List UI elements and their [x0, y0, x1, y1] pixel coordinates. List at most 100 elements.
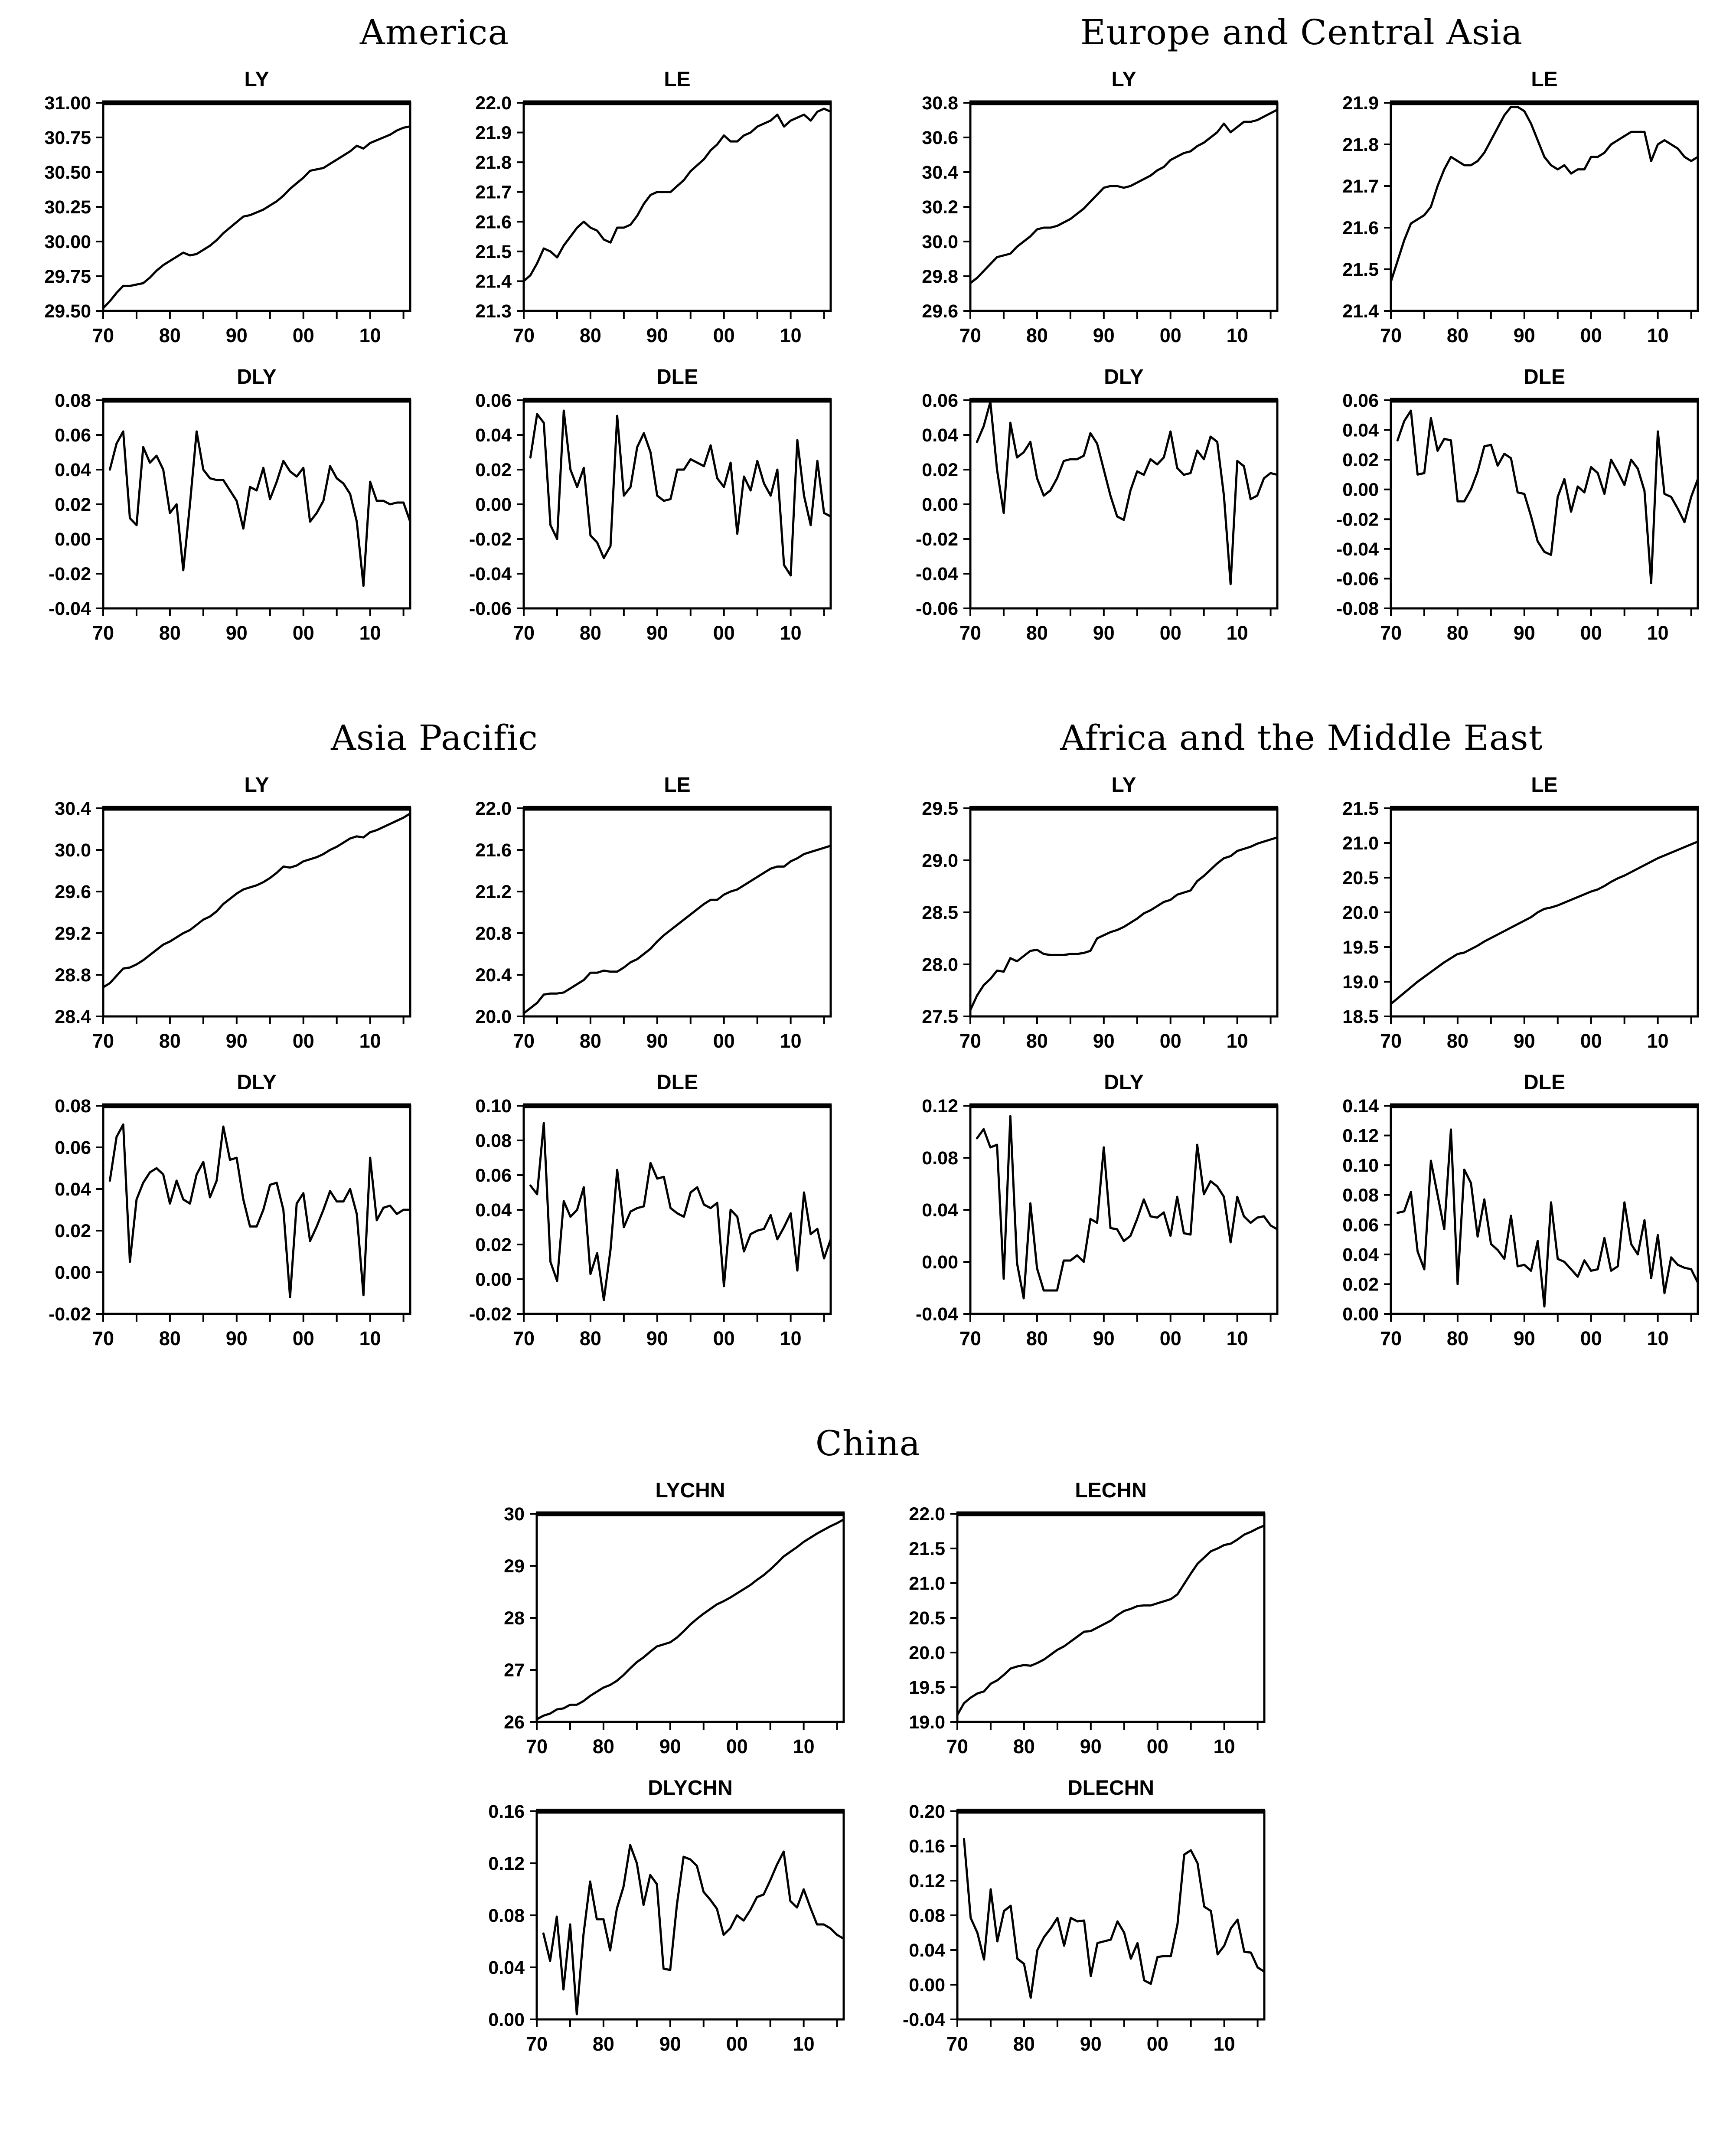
x-tick-label: 00 — [1580, 1030, 1602, 1052]
x-tick-label: 90 — [646, 622, 668, 644]
series-line-lechn — [956, 1524, 1266, 1716]
x-tick-label: 70 — [1380, 622, 1402, 644]
y-tick-label: 21.5 — [1342, 259, 1379, 280]
x-tick-label: 80 — [159, 1327, 181, 1349]
y-tick-label: 21.5 — [909, 1539, 945, 1559]
panel-chart-dle: DLE -0.06 -0.04 -0.02 0.00 0.02 0.04 0.06 70 80 90… — [469, 366, 832, 644]
y-tick-label: 0.12 — [1342, 1126, 1379, 1147]
x-tick-label: 10 — [1214, 1735, 1235, 1757]
x-tick-label: 70 — [513, 622, 535, 644]
x-tick-label: 10 — [1227, 1327, 1248, 1349]
y-tick-label: -0.02 — [49, 564, 91, 585]
y-tick-label: 0.00 — [909, 1975, 945, 1996]
y-tick-label: 0.12 — [488, 1853, 525, 1874]
panel-ly: LY 29.50 29.75 30.00 30.25 30.50 30.75 31.00 70 8… — [27, 65, 421, 351]
y-tick-label: 0.00 — [55, 529, 91, 550]
group-title: Asia Pacific — [331, 718, 538, 758]
y-tick-label: 22.0 — [909, 1504, 945, 1525]
x-tick-label: 90 — [1093, 1030, 1115, 1052]
group-panels: LY 29.50 29.75 30.00 30.25 30.50 30.75 31.00 70 8… — [27, 65, 842, 648]
x-tick-label: 90 — [1093, 1327, 1115, 1349]
panel-le: LE 20.0 20.4 20.8 21.2 21.6 22.0 70 80 90 00 10 — [447, 770, 842, 1056]
panel-title: LY — [245, 68, 269, 91]
panel-chart-dlychn: DLYCHN 0.00 0.04 0.08 0.12 0.16 70 80 90 00 10 — [488, 1777, 845, 2055]
panel-chart-le: LE 21.3 21.4 21.5 21.6 21.7 21.8 21.9 22.0 70 80 90… — [475, 68, 832, 346]
x-tick-label: 80 — [593, 1735, 614, 1757]
panel-chart-dle: DLE 0.00 0.02 0.04 0.06 0.08 0.10 0.12 0.14 70 80 9… — [1342, 1071, 1699, 1349]
y-tick-label: 21.9 — [1342, 93, 1379, 114]
y-tick-label: -0.06 — [1336, 568, 1379, 589]
x-tick-label: 80 — [1026, 622, 1048, 644]
y-tick-label: 30.25 — [44, 197, 91, 218]
y-tick-label: -0.02 — [916, 529, 958, 550]
y-tick-label: 21.3 — [475, 301, 512, 322]
plot-frame — [956, 1512, 1266, 1723]
group-panels: LYCHN 26 27 28 29 30 70 80 90 00 10 LECHN 19.0 19.5 20… — [460, 1476, 1276, 2059]
x-tick-label: 90 — [646, 1030, 668, 1052]
panel-title: DLYCHN — [648, 1777, 733, 1800]
plot-frame — [969, 807, 1279, 1018]
y-tick-label: -0.08 — [1336, 598, 1379, 619]
y-tick-label: -0.04 — [1336, 539, 1379, 560]
x-tick-label: 70 — [92, 1327, 114, 1349]
x-tick-label: 70 — [959, 622, 981, 644]
y-tick-label: -0.02 — [1336, 509, 1379, 530]
y-tick-label: 0.02 — [55, 1221, 91, 1241]
y-tick-label: 21.4 — [1342, 301, 1379, 322]
x-tick-label: 00 — [1160, 1327, 1181, 1349]
plot-frame — [969, 1104, 1279, 1315]
figure-row-1: America LY 29.50 29.75 30.00 30.25 30.50 30.75… — [0, 8, 1736, 648]
panel-dle: DLE -0.02 0.00 0.02 0.04 0.06 0.08 0.10 70 80 90 00… — [447, 1068, 842, 1354]
x-tick-label: 10 — [793, 1735, 815, 1757]
x-tick-label: 00 — [293, 622, 314, 644]
x-tick-label: 00 — [1160, 1030, 1181, 1052]
y-tick-label: -0.04 — [916, 564, 958, 585]
panel-title: DLY — [1104, 366, 1144, 389]
panel-dle: DLE 0.00 0.02 0.04 0.06 0.08 0.10 0.12 0.14 70 80 9… — [1315, 1068, 1709, 1354]
y-tick-label: 21.4 — [475, 271, 512, 292]
panel-title: LYCHN — [656, 1479, 725, 1502]
y-tick-label: -0.02 — [49, 1304, 91, 1325]
y-tick-label: -0.04 — [916, 1304, 958, 1325]
x-tick-label: 90 — [226, 1030, 248, 1052]
plot-frame — [102, 101, 411, 312]
panel-title: DLY — [237, 366, 277, 389]
x-tick-label: 00 — [726, 2033, 748, 2055]
x-tick-label: 90 — [646, 324, 668, 346]
x-tick-label: 80 — [593, 2033, 614, 2055]
y-tick-label: 27.5 — [922, 1006, 958, 1027]
y-tick-label: 0.00 — [1342, 480, 1379, 500]
y-tick-label: 21.5 — [475, 242, 512, 262]
group-panels: LY 28.4 28.8 29.2 29.6 30.0 30.4 70 80 90 00 10 LE 20… — [27, 770, 842, 1354]
y-tick-label: -0.04 — [469, 564, 512, 585]
x-tick-label: 90 — [1514, 1030, 1535, 1052]
y-tick-label: 30.8 — [922, 93, 958, 114]
series-line-dly — [976, 401, 1279, 585]
y-tick-label: 0.06 — [1342, 390, 1379, 411]
x-tick-label: 10 — [780, 1030, 802, 1052]
panel-title: LE — [664, 68, 690, 91]
y-tick-label: 27 — [504, 1660, 525, 1681]
y-tick-label: 20.8 — [475, 923, 512, 944]
y-tick-label: 28.8 — [55, 965, 91, 986]
panel-chart-dly: DLY -0.02 0.00 0.02 0.04 0.06 0.08 70 80 90 00 10 — [49, 1071, 411, 1349]
y-tick-label: 20.0 — [475, 1006, 512, 1027]
group-europe-central-asia: Europe and Central Asia LY 29.6 29.8 30.0 30… — [894, 8, 1709, 648]
panel-ly: LY 27.5 28.0 28.5 29.0 29.5 70 80 90 00 10 — [894, 770, 1289, 1056]
y-tick-label: 30.50 — [44, 162, 91, 183]
y-tick-label: 0.10 — [475, 1096, 512, 1117]
x-tick-label: 00 — [1160, 622, 1181, 644]
y-tick-label: 0.16 — [909, 1836, 945, 1857]
y-tick-label: 0.04 — [922, 425, 958, 446]
plot-frame — [522, 1104, 832, 1315]
panel-title: LE — [1531, 68, 1557, 91]
y-tick-label: 0.06 — [55, 1137, 91, 1158]
series-line-dlychn — [542, 1844, 845, 2015]
panel-dle: DLE -0.08 -0.06 -0.04 -0.02 0.00 0.02 0.04 0.06 7… — [1315, 362, 1709, 648]
x-tick-label: 80 — [159, 324, 181, 346]
y-tick-label: 0.04 — [1342, 420, 1379, 441]
x-tick-label: 90 — [1514, 622, 1535, 644]
x-tick-label: 00 — [1147, 1735, 1168, 1757]
y-tick-label: 19.0 — [1342, 972, 1379, 993]
panel-dle: DLE -0.06 -0.04 -0.02 0.00 0.02 0.04 0.06 70 80 90… — [447, 362, 842, 648]
